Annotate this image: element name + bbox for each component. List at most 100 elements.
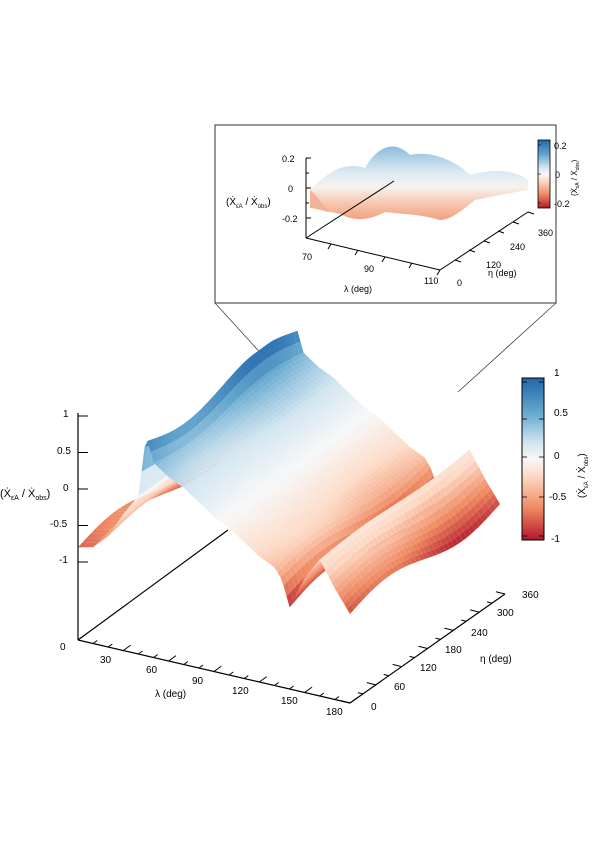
surface-patch [300,365,308,371]
inset-x-tick: 110 [424,276,438,286]
surface-patch [433,526,441,535]
surface-patch [361,553,369,562]
surface-patch [334,424,342,431]
surface-patch [297,557,305,569]
surface-patch [338,386,346,393]
surface-patch [254,488,262,494]
surface-patch [403,519,411,528]
surface-patch [426,523,434,531]
inset-colorbar-ticks [538,144,541,204]
surface-patch [406,552,414,559]
surface-patch [233,451,241,458]
surface-patch [407,469,415,479]
surface-patch [335,473,344,480]
surface-patch [144,495,152,503]
surface-patch [317,421,325,428]
surface-patch [246,476,254,482]
surface-patch [143,487,151,494]
surface-patch [378,458,386,465]
surface-patch [427,543,435,551]
surface-patch [244,453,252,460]
surface-patch [258,393,266,400]
surface-patch [259,423,268,430]
surface-patch [261,505,269,511]
surface-patch [369,485,377,491]
surface-patch [482,493,490,503]
surface-patch [296,586,304,597]
surface-patch [264,376,273,384]
main-z-ticks [78,415,88,563]
surface-patch [455,475,463,486]
surface-patch [256,495,264,501]
surface-patch [245,461,254,468]
surface-patch [102,529,110,534]
surface-patch [218,491,226,497]
surface-patch [98,521,106,526]
surface-patch [315,563,323,573]
surface-patch [307,506,315,512]
surface-patch [160,434,168,447]
surface-patch [374,439,382,446]
surface-patch [318,414,326,422]
surface-patch [412,536,421,544]
surface-patch [231,514,239,520]
surface-patch [253,525,261,532]
surface-patch [315,536,323,544]
surface-patch [244,394,252,402]
surface-patch [290,535,298,541]
surface-patch [230,519,238,525]
surface-patch [268,474,276,480]
surface-patch [206,463,215,469]
surface-patch [84,542,92,548]
surface-patch [246,494,254,500]
surface-patch [322,561,330,572]
surface-patch [275,350,283,366]
surface-patch [330,482,338,488]
surface-patch [435,539,443,548]
surface-patch [354,471,362,478]
surface-patch [276,336,284,351]
surface-patch [352,560,360,569]
surface-patch [439,537,447,546]
surface-patch [394,501,402,511]
surface-patch [327,498,335,504]
surface-patch [336,574,344,585]
surface-patch [357,417,365,423]
surface-patch [165,472,173,478]
surface-patch [218,459,226,465]
surface-patch [153,484,161,492]
surface-patch [288,386,296,392]
surface-patch [295,463,303,469]
surface-patch [390,448,398,455]
surface-patch [218,441,226,447]
surface-patch [211,420,220,427]
surface-patch [268,396,276,402]
surface-patch [362,486,370,492]
surface-patch [283,536,291,543]
surface-patch [349,458,357,465]
surface-patch [389,513,397,522]
main-y-axis-label: η (deg) [480,654,512,665]
surface-patch [285,474,293,480]
surface-patch [120,516,128,524]
surface-patch [357,452,366,459]
surface-patch [313,424,321,431]
main-z-tick-label: -1 [59,555,68,566]
lambda-tick [213,665,222,672]
surface-patch [168,485,176,490]
surface-patch [435,482,443,493]
surface-patch [359,461,367,469]
surface-patch [256,421,265,427]
lambda-tick [77,634,86,641]
surface-patch [263,513,271,520]
surface-patch [387,467,395,473]
surface-patch [126,508,134,516]
surface-patch [281,366,289,372]
surface-patch [306,459,314,465]
surface-patch [155,493,163,498]
surface-patch [282,490,290,496]
surface-patch [308,411,316,418]
surface-patch [228,512,236,518]
surface-patch [353,529,361,539]
surface-patch [121,508,129,512]
